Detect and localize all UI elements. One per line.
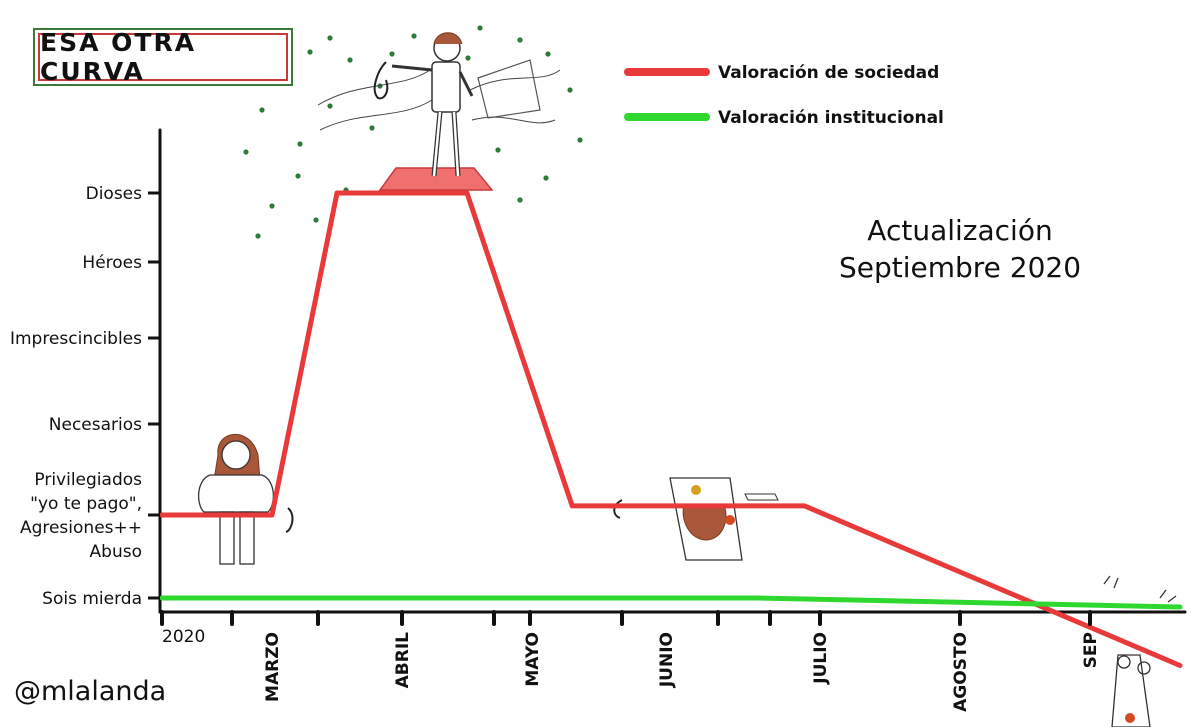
- virus-particle: [327, 103, 333, 109]
- chart-title: ESA OTRA CURVA: [38, 28, 288, 86]
- y-tick-label-line: Privilegiados: [34, 470, 142, 490]
- y-tick-label: Dioses: [86, 184, 143, 204]
- series-layer: [159, 190, 1183, 668]
- virus-particle: [259, 107, 265, 113]
- virus-particle: [495, 147, 501, 153]
- y-tick-label-line: "yo te pago",: [30, 494, 142, 514]
- y-tick-label-line: Necesarios: [49, 415, 142, 435]
- axes-layer: [158, 128, 1187, 614]
- y-tick-label: Necesarios: [49, 415, 142, 435]
- series-line-society: [159, 190, 1183, 668]
- y-tick-label: Imprescincibles: [10, 329, 142, 349]
- y-tick-label-line: Sois mierda: [42, 589, 142, 609]
- y-tick-label-line: Héroes: [82, 253, 142, 273]
- x-tick-label: MAYO: [523, 632, 543, 687]
- virus-particles: [243, 25, 583, 239]
- doctor-collapsed-illustration: [613, 477, 779, 561]
- x-tick-label: SEP: [1081, 632, 1101, 668]
- update-line-2: Septiembre 2020: [838, 251, 1082, 284]
- legend-label: Valoración de sociedad: [718, 63, 939, 83]
- doctor-hanging-illustration: [1103, 575, 1177, 727]
- virus-particle: [269, 203, 275, 209]
- author-signature: @mlalanda: [14, 676, 167, 707]
- y-tick-label: Sois mierda: [42, 589, 142, 609]
- title-box: ESA OTRA CURVA: [33, 28, 293, 86]
- virus-particle: [477, 25, 483, 31]
- virus-particle: [307, 49, 313, 55]
- virus-particle: [577, 137, 583, 143]
- virus-particle: [545, 51, 551, 57]
- y-tick-label-line: Agresiones++: [20, 518, 142, 538]
- legend-label: Valoración institucional: [718, 108, 944, 128]
- ticks-layer: Dioses Héroes Imprescincibles Necesarios Pri…: [10, 184, 1101, 712]
- update-line-1: Actualización: [867, 214, 1053, 247]
- x-tick-label: JULIO: [811, 632, 831, 685]
- virus-particle: [347, 57, 353, 63]
- y-tick-label: Privilegiados "yo te pago", Agresiones++ Ab…: [20, 470, 142, 562]
- x-tick-label: AGOSTO: [951, 632, 971, 712]
- y-tick-label: Héroes: [82, 253, 142, 273]
- x-tick-label: ABRIL: [393, 632, 413, 689]
- virus-particle: [313, 217, 319, 223]
- x-tick-label: JUNIO: [657, 632, 677, 688]
- x-tick-label: 2020: [162, 627, 205, 647]
- virus-particle: [255, 233, 261, 239]
- virus-particle: [327, 35, 333, 41]
- virus-particle: [411, 33, 417, 39]
- virus-particle: [543, 175, 549, 181]
- doctor-sitting-illustration: [198, 433, 294, 565]
- virus-particle: [517, 37, 523, 43]
- virus-particle: [465, 55, 471, 61]
- y-tick-label-line: Dioses: [86, 184, 143, 204]
- virus-particle: [297, 141, 303, 147]
- doctor-triumphant-illustration: [317, 32, 561, 191]
- x-tick-label: MARZO: [263, 632, 283, 702]
- virus-particle: [243, 149, 249, 155]
- virus-particle: [389, 51, 395, 57]
- virus-particle: [295, 173, 301, 179]
- virus-particle: [567, 87, 573, 93]
- virus-particle: [369, 125, 375, 131]
- virus-particle: [517, 197, 523, 203]
- legend: Valoración de sociedad Valoración institu…: [624, 63, 944, 128]
- y-tick-label-line: Imprescincibles: [10, 329, 142, 349]
- y-tick-label-line: Abuso: [90, 542, 142, 562]
- update-annotation: Actualización Septiembre 2020: [820, 212, 1100, 286]
